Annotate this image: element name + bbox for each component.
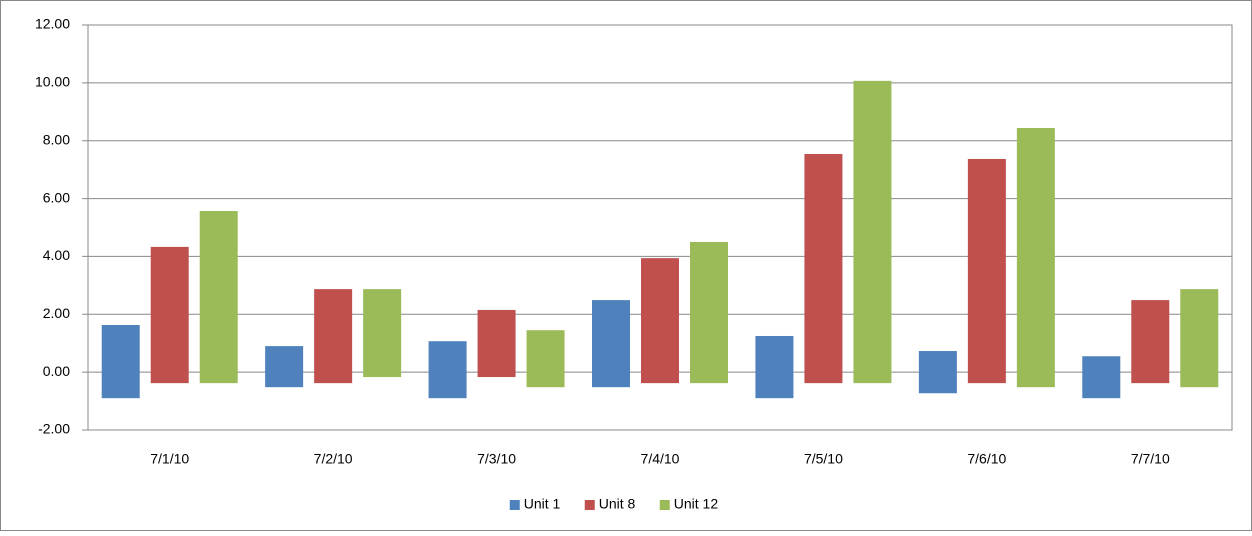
x-tick-label: 7/7/10	[1131, 451, 1170, 467]
x-tick-label: 7/2/10	[314, 451, 353, 467]
y-tick-label: 10.00	[35, 74, 70, 90]
bar	[592, 300, 630, 388]
bar	[314, 289, 353, 384]
bar	[477, 309, 516, 378]
bar	[265, 346, 304, 388]
bar	[150, 246, 189, 384]
legend-label: Unit 1	[524, 496, 561, 512]
bar	[363, 289, 402, 378]
y-tick-label: -2.00	[38, 421, 70, 437]
legend-label: Unit 12	[674, 496, 719, 512]
x-tick-label: 7/4/10	[641, 451, 680, 467]
bar	[1180, 289, 1219, 388]
bar	[101, 324, 140, 399]
bar	[1016, 127, 1055, 388]
legend-swatch	[509, 500, 520, 510]
legend-swatch	[584, 500, 595, 510]
bar	[199, 211, 238, 384]
bar	[804, 154, 843, 384]
x-tick-label: 7/5/10	[804, 451, 843, 467]
y-tick-label: 0.00	[43, 363, 70, 379]
y-tick-label: 4.00	[43, 247, 70, 263]
x-tick-label: 7/1/10	[150, 451, 189, 467]
y-tick-label: 6.00	[43, 189, 70, 205]
legend-label: Unit 8	[599, 496, 636, 512]
x-tick-label: 7/3/10	[477, 451, 516, 467]
bar	[967, 158, 1006, 384]
bar	[526, 330, 565, 388]
bar	[428, 341, 467, 399]
bar	[1131, 300, 1170, 384]
bar	[918, 351, 957, 394]
legend-swatch	[659, 500, 670, 510]
bar	[690, 241, 728, 384]
y-tick-label: 2.00	[43, 305, 70, 321]
bar	[1082, 356, 1121, 399]
bar	[755, 335, 794, 399]
y-tick-label: 8.00	[43, 131, 70, 147]
x-tick-label: 7/6/10	[967, 451, 1006, 467]
y-tick-label: 12.00	[35, 16, 70, 32]
bar	[641, 258, 679, 384]
bar	[853, 80, 892, 384]
